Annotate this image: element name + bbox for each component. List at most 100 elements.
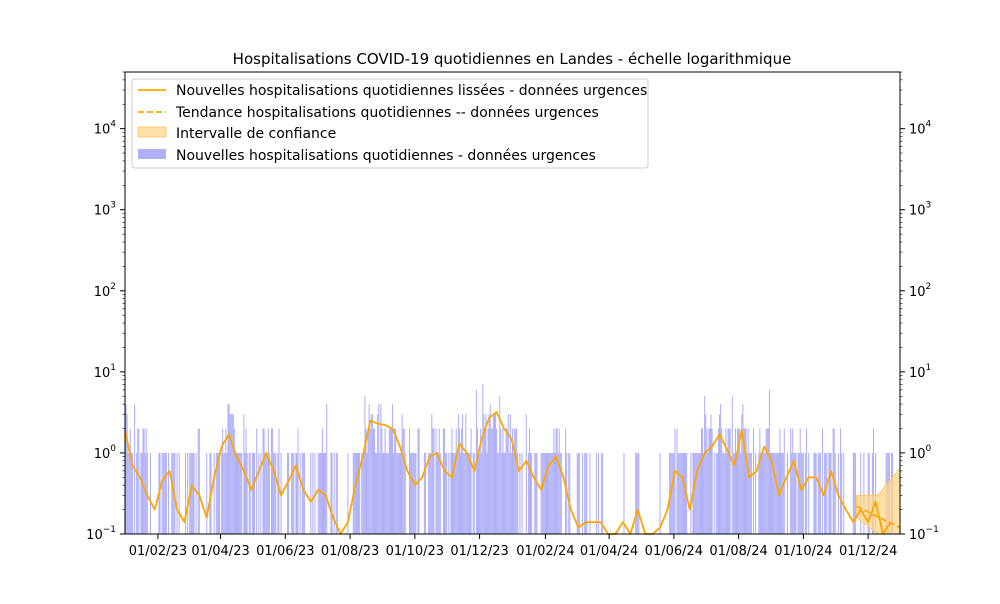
daily-bar [528,428,531,534]
daily-bar [775,452,777,534]
daily-bar [814,452,816,534]
daily-bar [582,452,584,534]
legend-frame [131,78,649,169]
daily-bar [310,452,312,534]
daily-bar [808,452,810,534]
daily-bar [401,414,403,534]
daily-bar [746,452,748,534]
daily-bar [726,452,728,534]
daily-bar [363,452,365,534]
daily-bar [192,452,194,534]
daily-bar [722,452,724,534]
daily-bar [548,452,550,534]
daily-bar [766,428,768,534]
daily-bar [498,452,500,534]
x-tick-label: 01/04/23 [191,544,249,559]
daily-bar [826,452,828,534]
daily-bar [727,428,729,534]
daily-bar [517,452,519,534]
daily-bar [226,452,228,534]
daily-bar [553,428,555,534]
daily-bar [164,452,166,534]
daily-bar [399,452,401,534]
daily-bar [287,452,290,534]
daily-bar [268,452,270,534]
daily-bar [412,452,414,534]
daily-bar [871,452,873,534]
daily-bar [159,452,161,534]
daily-bar [715,452,717,534]
legend-bar-swatch [138,149,166,159]
daily-bar [499,396,501,534]
daily-bar [364,396,366,534]
daily-bar [355,452,357,534]
daily-bar [745,428,747,534]
daily-bar [508,452,510,534]
daily-bar [376,452,378,534]
daily-bar [404,452,406,534]
daily-bar [295,452,297,534]
daily-bar [550,452,552,534]
daily-bar [485,414,487,534]
daily-bar [239,452,241,534]
daily-bar [706,428,708,534]
daily-bar [321,428,323,534]
daily-bar [762,452,764,534]
daily-bar [365,428,367,534]
daily-bar [509,414,511,534]
daily-bar [237,452,239,534]
y-tick-label: 103 [94,201,116,219]
daily-bar [273,452,275,534]
daily-bar [732,452,734,534]
daily-bar [234,452,236,534]
daily-bar [256,428,258,534]
bars-layer [124,384,894,534]
daily-bar [263,428,265,534]
daily-bar [402,428,404,534]
daily-bar [506,428,508,534]
y-tick-label: 104 [94,120,117,138]
daily-bar [765,428,767,534]
daily-bar [264,452,266,534]
daily-bar [825,452,827,534]
daily-bar [297,428,299,534]
daily-bar [797,452,799,534]
x-tick-label: 01/06/23 [256,544,314,559]
daily-bar [700,428,702,534]
daily-bar [375,452,377,534]
daily-bar [293,452,295,534]
daily-bar [798,452,800,534]
daily-bar [384,428,386,534]
daily-bar [394,428,396,534]
daily-bar [386,452,388,534]
daily-bar [719,414,721,534]
daily-bar [863,452,865,534]
daily-bar [462,414,464,534]
daily-bar [145,428,147,534]
daily-bar [790,428,792,534]
daily-bar [501,452,503,534]
daily-bar [558,428,560,534]
daily-bar [794,452,796,534]
daily-bar [834,452,836,534]
daily-bar [455,428,457,534]
daily-bar [218,452,221,534]
daily-bar [371,414,373,534]
daily-bar [817,452,819,534]
daily-bar [265,452,267,534]
y-axis-left: 10−1 100 101 102 103 104 [86,71,125,543]
daily-bar [368,404,370,534]
daily-bar [409,428,411,534]
x-tick-label: 01/08/23 [321,544,379,559]
daily-bar [782,452,784,534]
daily-bar [243,414,245,534]
daily-bar [227,404,229,534]
daily-bar [400,452,402,534]
y-tick-label: 102 [94,282,116,300]
daily-bar [673,452,675,534]
daily-bar [780,452,782,534]
daily-bar [491,428,493,534]
daily-bar [464,452,466,534]
daily-bar [456,452,458,534]
daily-bar [473,452,475,534]
